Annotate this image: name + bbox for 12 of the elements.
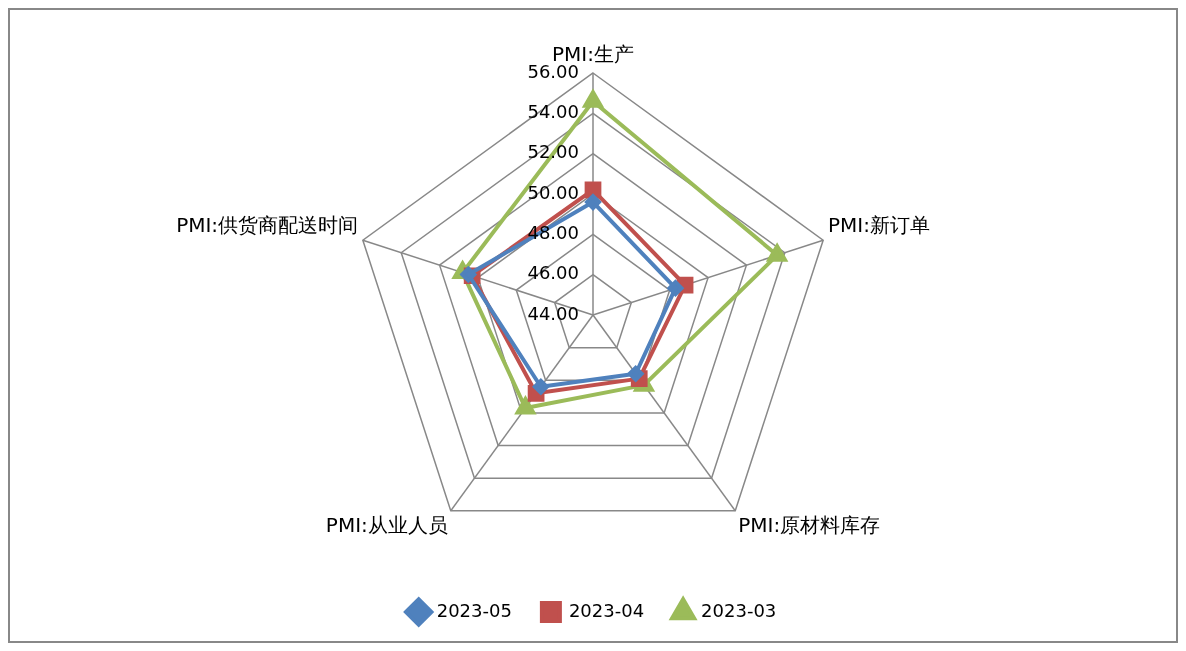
spoke-label: PMI:新订单	[827, 212, 930, 237]
y-tick-label: 54.00	[527, 101, 579, 123]
y-tick-label: 46.00	[527, 262, 579, 284]
spoke-label: PMI:原材料库存	[738, 513, 881, 538]
legend-label: 2023-03	[701, 599, 777, 621]
legend-label: 2023-05	[436, 599, 512, 621]
y-tick-label: 44.00	[527, 302, 579, 324]
spoke-label: PMI:从业人员	[325, 513, 448, 538]
y-tick-label: 56.00	[527, 60, 579, 82]
spoke-label: PMI:供货商配送时间	[176, 212, 359, 237]
legend-label: 2023-04	[568, 599, 645, 621]
y-tick-label: 50.00	[527, 181, 579, 203]
